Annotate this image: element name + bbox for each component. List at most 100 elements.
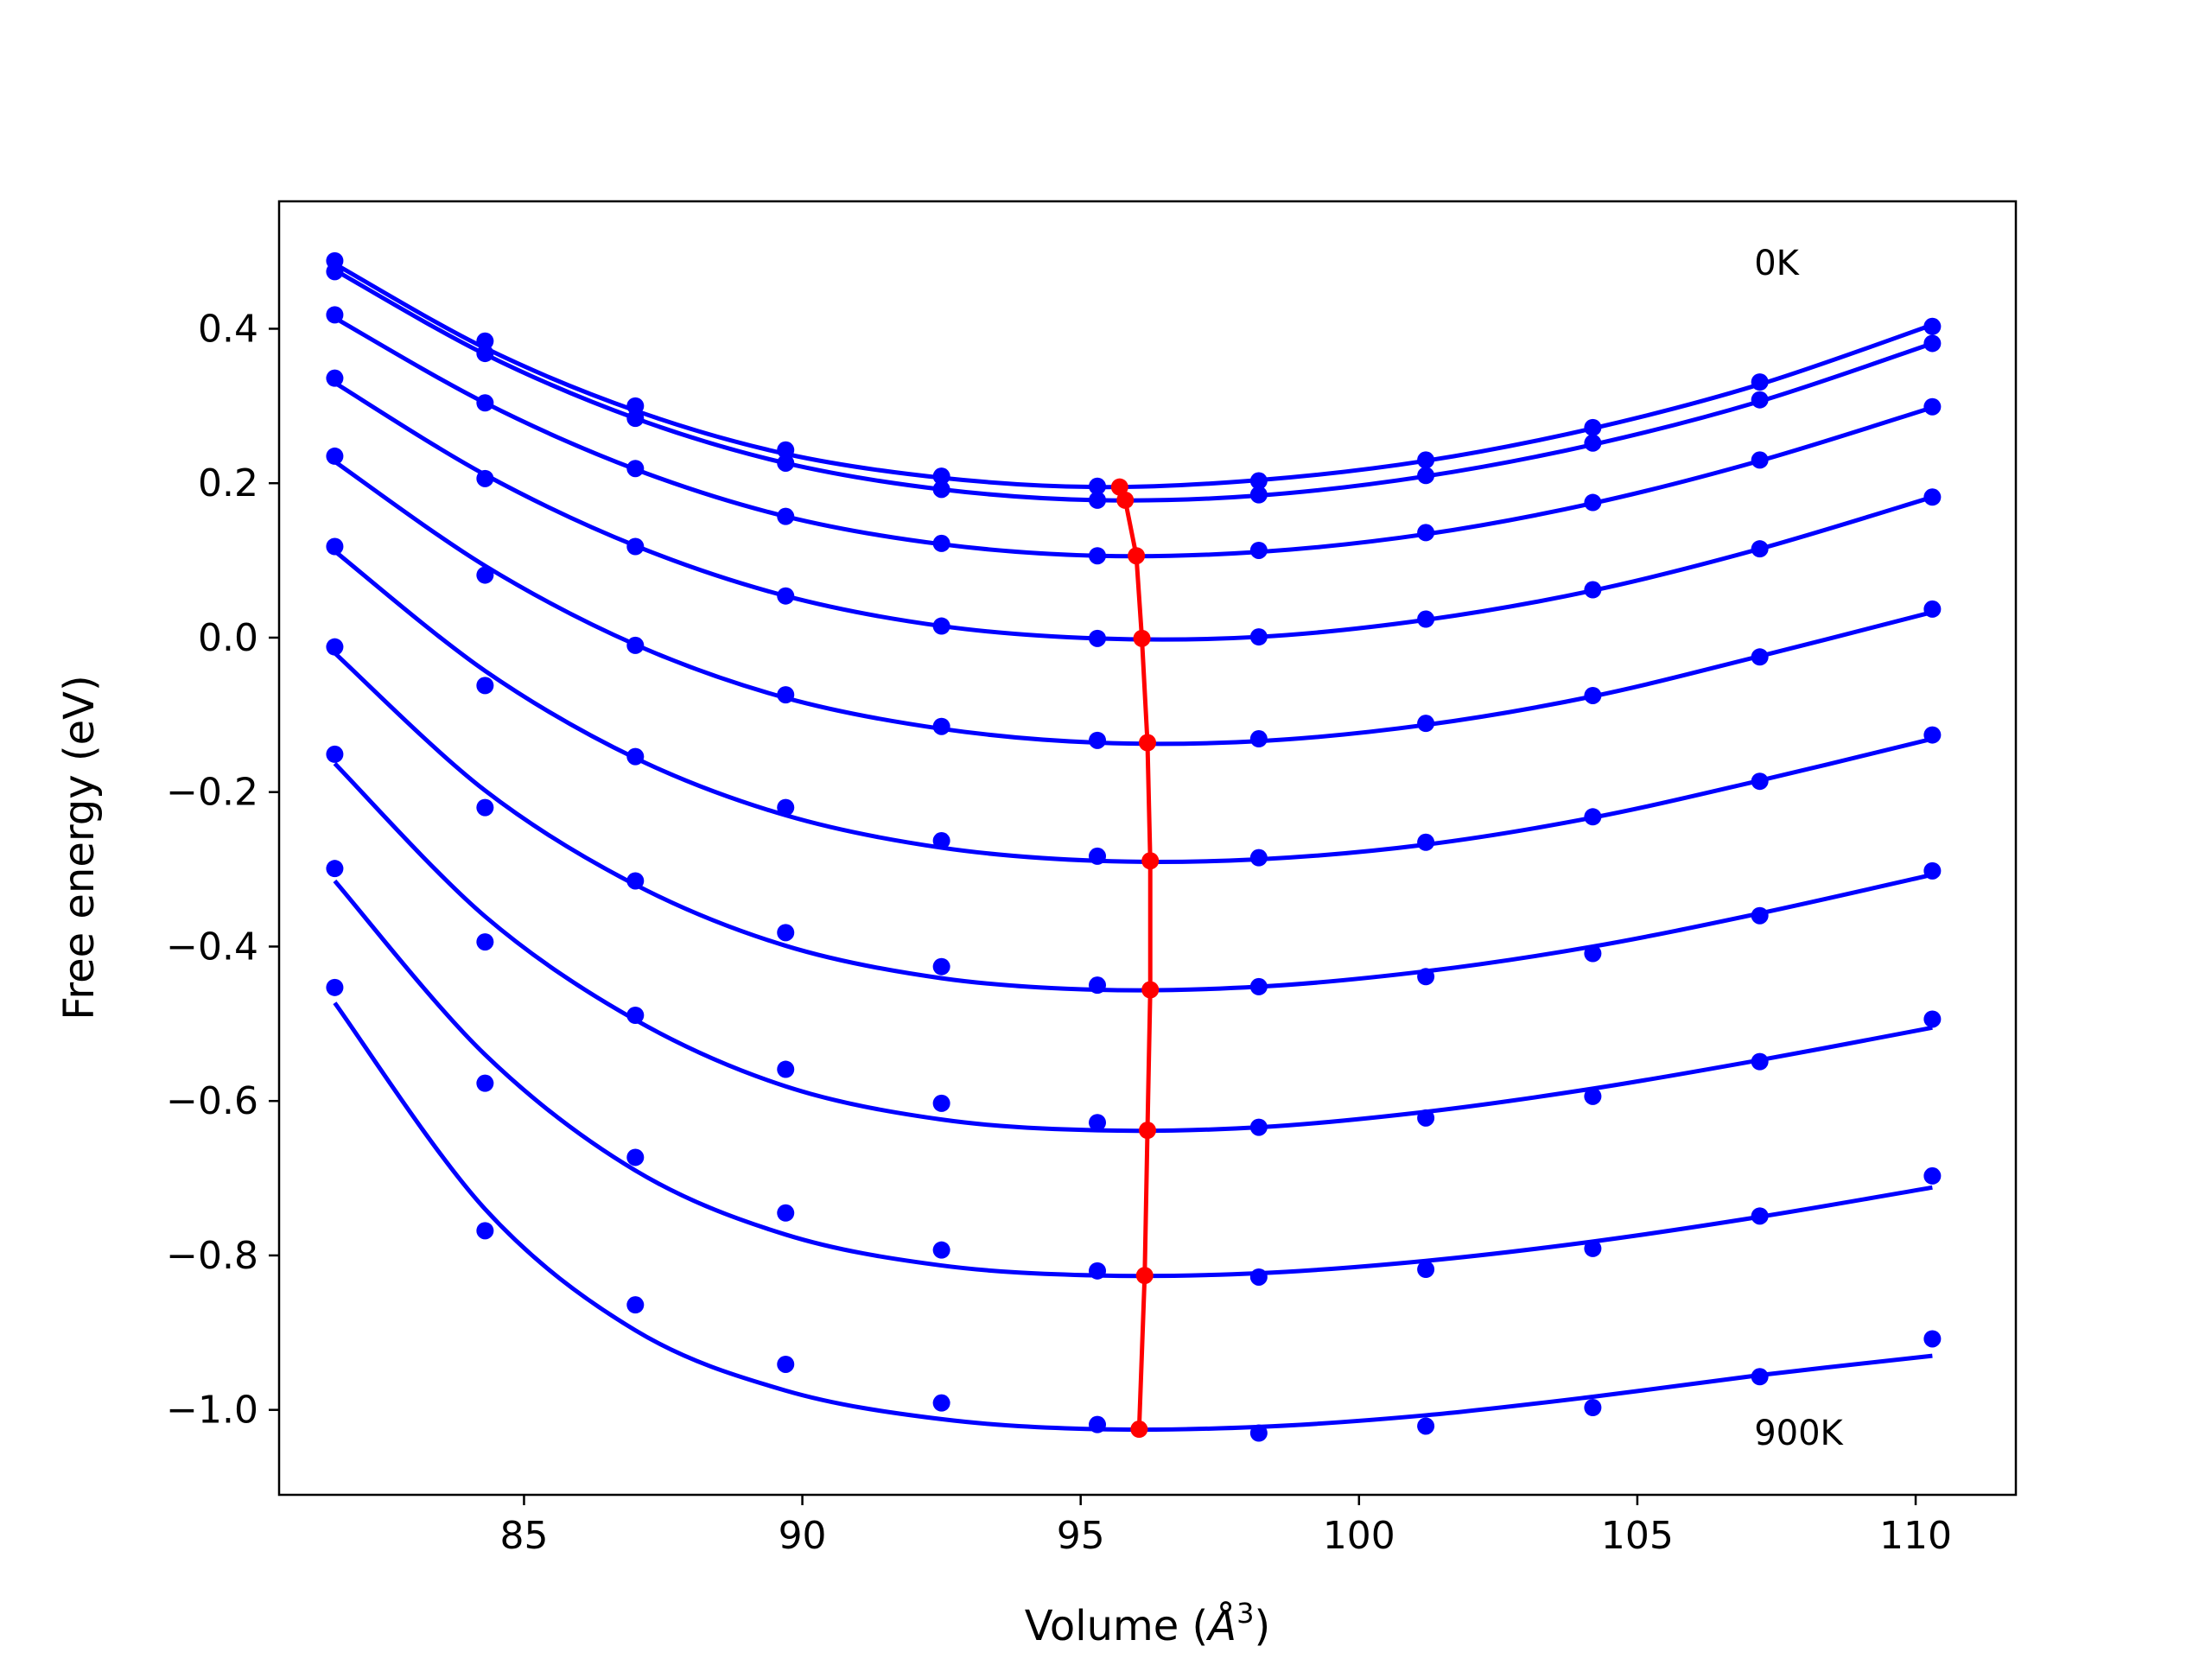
- x-axis-label-unit-symbol: Å: [1205, 1601, 1236, 1650]
- data-point: [1089, 477, 1107, 495]
- data-point: [1751, 540, 1769, 558]
- data-point: [777, 454, 795, 472]
- data-point: [1417, 1261, 1435, 1279]
- data-point: [1249, 628, 1268, 646]
- minimum-point: [1139, 1122, 1156, 1140]
- data-point: [1089, 847, 1107, 865]
- data-point: [932, 717, 950, 735]
- data-point: [777, 507, 795, 525]
- data-point: [326, 263, 344, 281]
- data-point: [1089, 731, 1107, 749]
- data-point: [1249, 486, 1268, 504]
- minimum-point: [1130, 1421, 1148, 1439]
- minimum-point: [1116, 491, 1135, 509]
- data-point: [1417, 1417, 1435, 1435]
- data-point: [1584, 686, 1602, 704]
- data-point: [1584, 493, 1602, 512]
- minimum-curve: [1117, 486, 1153, 1430]
- y-axis-label: Free energy (eV): [55, 675, 104, 1020]
- data-point: [1417, 451, 1435, 469]
- data-point: [932, 617, 950, 635]
- data-point: [777, 924, 795, 942]
- axes-frame: [277, 200, 2018, 1497]
- data-point: [1923, 397, 1942, 416]
- data-point: [1923, 600, 1942, 618]
- data-point: [1089, 629, 1107, 647]
- data-point: [626, 1148, 645, 1166]
- y-tick-label: −0.8: [166, 1234, 258, 1278]
- data-point: [932, 1094, 950, 1112]
- minimum-curve-layer: [1110, 478, 1160, 1439]
- data-point: [326, 447, 344, 465]
- y-tick-label: −1.0: [166, 1389, 258, 1433]
- data-point: [626, 537, 645, 556]
- x-tick-label: 95: [1057, 1514, 1105, 1558]
- data-point: [1417, 524, 1435, 542]
- data-point: [1089, 491, 1107, 509]
- x-tick-label: 100: [1323, 1514, 1395, 1558]
- data-point: [1249, 1268, 1268, 1286]
- data-point: [1751, 772, 1769, 791]
- minimum-point: [1110, 478, 1128, 496]
- data-point: [326, 860, 344, 878]
- data-point: [932, 957, 950, 976]
- data-point: [1751, 648, 1769, 666]
- series-layer: [326, 251, 1942, 1442]
- data-point: [1417, 467, 1435, 485]
- data-point: [326, 537, 344, 556]
- data-point: [777, 441, 795, 459]
- data-point: [1249, 1118, 1268, 1136]
- data-point: [1751, 373, 1769, 391]
- x-axis-ticks: 85 90 95 100 105 110: [499, 1495, 1952, 1558]
- data-point: [1417, 833, 1435, 851]
- data-point: [1923, 334, 1942, 353]
- data-point: [1249, 977, 1268, 995]
- data-point: [476, 332, 494, 350]
- data-point: [1089, 1262, 1107, 1280]
- data-point: [1249, 730, 1268, 748]
- x-tick-label: 110: [1879, 1514, 1952, 1558]
- x-tick-label: 85: [499, 1514, 548, 1558]
- data-point: [1923, 1330, 1942, 1348]
- data-point: [626, 410, 645, 428]
- data-point: [1089, 1114, 1107, 1132]
- x-axis-label: Volume (Å3): [1025, 1597, 1270, 1650]
- data-point: [1751, 906, 1769, 925]
- data-point: [1751, 1207, 1769, 1225]
- data-point: [1417, 610, 1435, 628]
- data-point: [932, 480, 950, 499]
- data-point: [1751, 391, 1769, 409]
- plot-area: [326, 251, 1942, 1442]
- data-point: [476, 1222, 494, 1240]
- data-point: [1584, 418, 1602, 436]
- data-point: [777, 686, 795, 704]
- y-axis-ticks: 0.4 0.2 0.0 −0.2 −0.4 −0.6 −0.8 −1.0: [166, 307, 279, 1433]
- annotation-0k: 0K: [1754, 244, 1800, 283]
- x-tick-label: 90: [779, 1514, 827, 1558]
- data-point: [1417, 1109, 1435, 1127]
- minimum-point: [1128, 547, 1146, 565]
- data-point: [1923, 861, 1942, 880]
- data-point: [1584, 581, 1602, 599]
- data-point: [1089, 547, 1107, 565]
- data-point: [777, 1204, 795, 1222]
- data-point: [476, 566, 494, 584]
- data-point: [626, 636, 645, 654]
- data-point: [1584, 1399, 1602, 1417]
- data-point: [1584, 808, 1602, 826]
- data-point: [476, 469, 494, 487]
- data-point: [1923, 1166, 1942, 1185]
- data-point: [1923, 1010, 1942, 1028]
- data-point: [1089, 976, 1107, 995]
- data-point: [326, 306, 344, 324]
- data-point: [1923, 488, 1942, 506]
- y-tick-label: −0.6: [166, 1079, 258, 1123]
- data-point: [1249, 541, 1268, 559]
- fit-curve-series-10: [333, 1001, 1933, 1433]
- minimum-point: [1135, 1267, 1154, 1285]
- data-point: [1089, 1415, 1107, 1433]
- annotation-900k: 900K: [1754, 1414, 1844, 1453]
- data-point: [1584, 1087, 1602, 1105]
- data-point: [476, 677, 494, 695]
